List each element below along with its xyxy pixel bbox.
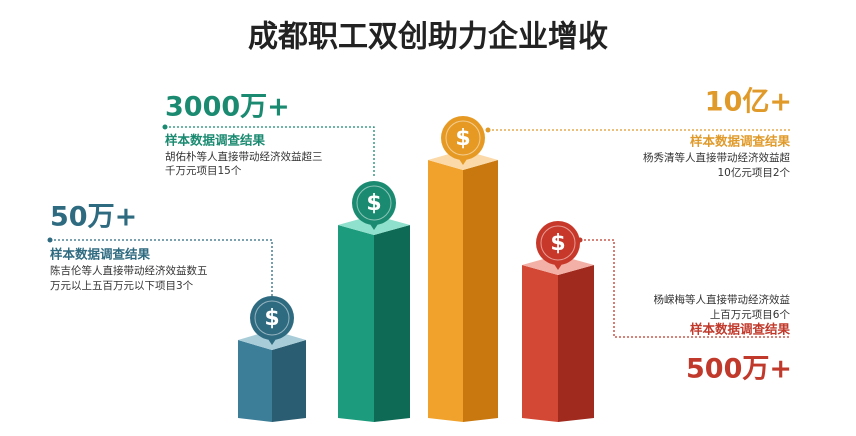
title: 成都职工双创助力企业增收 [248,20,608,55]
bar-front [522,265,558,422]
labels: 50万+样本数据调查结果陈吉伦等人直接带动经济效益数五万元以上五百万元以下项目3… [47,87,792,385]
description: 杨秀清等人直接带动经济效益超 [643,151,790,164]
leader-dot [162,124,168,130]
coin-ring [445,120,481,156]
description: 千万元项目15个 [165,165,242,177]
subtitle: 样本数据调查结果 [690,322,791,337]
headline: 3000万+ [165,92,290,123]
description: 杨嵘梅等人直接带动经济效益 [654,293,791,306]
coin-icon: $ [455,126,470,151]
subtitle: 样本数据调查结果 [690,134,791,149]
coin [536,221,580,265]
coin-icon: $ [366,191,381,216]
leader-line [580,239,790,338]
description: 陈吉伦等人直接带动经济效益数五 [50,264,208,277]
bar-front [238,340,272,422]
coin-ring [540,225,576,261]
coin [250,296,294,340]
coin [441,116,485,160]
headline: 10亿+ [705,87,792,118]
coin-icon: $ [550,231,565,256]
leader-line [50,239,273,296]
leader-dot [47,237,53,243]
bars: $ $ $ $ [238,116,594,422]
headline: 500万+ [686,354,792,385]
description: 胡佑朴等人直接带动经济效益超三 [165,150,323,163]
subtitle: 样本数据调查结果 [50,247,151,262]
leader-dot [577,237,583,243]
description: 万元以上五百万元以下项目3个 [50,280,194,292]
coin-icon: $ [264,306,279,331]
bar-side [374,225,410,422]
bar-front [428,160,463,422]
coin [352,181,396,225]
bar-side [558,265,594,422]
bar-front [338,225,374,422]
leader-dot [485,127,491,133]
subtitle: 样本数据调查结果 [165,133,266,148]
bar-side [463,160,498,422]
coin-ring [356,185,392,221]
headline: 50万+ [50,202,137,233]
description: 上百万元项目6个 [710,309,791,321]
bar-side [272,340,306,422]
coin-ring [254,300,290,336]
description: 10亿元项目2个 [717,166,790,179]
leader-line [165,126,375,178]
